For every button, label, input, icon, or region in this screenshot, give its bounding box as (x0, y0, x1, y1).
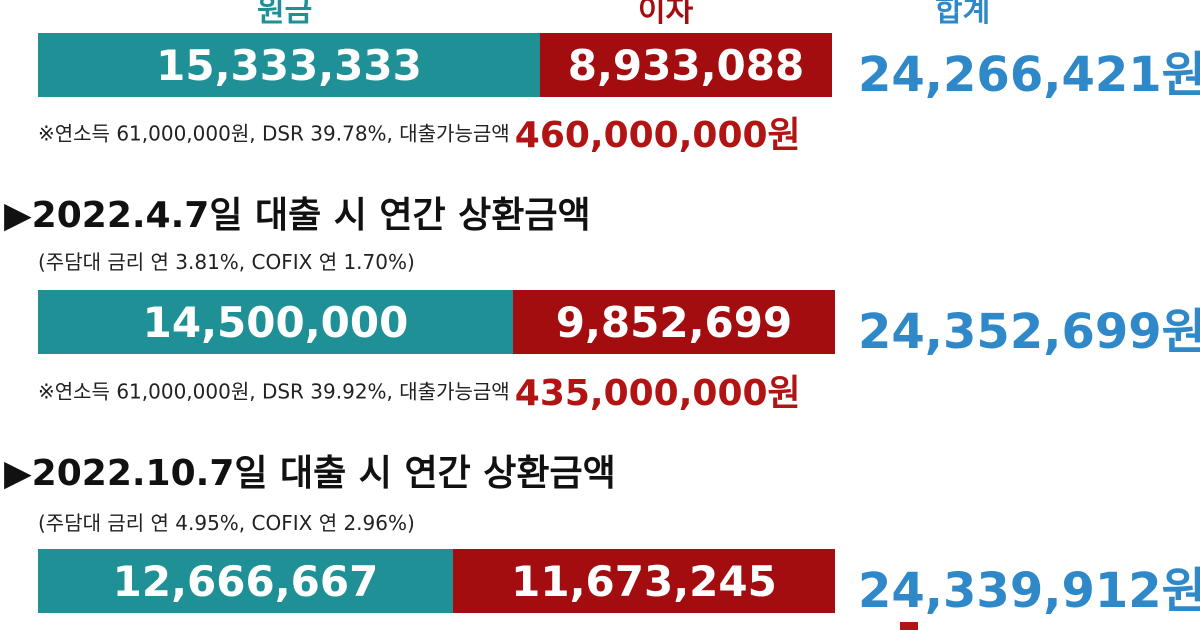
total-label-2: 24,352,699원 (858, 304, 1200, 360)
loan-note-text-2: ※연소득 61,000,000원, DSR 39.92%, 대출가능금액 (38, 379, 510, 404)
total-label-1: 24,266,421원 (858, 47, 1200, 103)
principal-bar-1: 15,333,333 (38, 33, 540, 97)
group-subtitle-2: (주담대 금리 연 3.81%, COFIX 연 1.70%) (38, 250, 415, 274)
interest-bar-2: 9,852,699 (513, 290, 835, 354)
loan-amount-1: 460,000,000원 (514, 115, 801, 156)
principal-value-label-3: 12,666,667 (112, 556, 379, 606)
stacked-bar-3: 12,666,667 11,673,245 (38, 549, 835, 613)
interest-value-label-3: 11,673,245 (511, 556, 777, 606)
group-title-2: ▶2022.4.7일 대출 시 연간 상환금액 (4, 195, 591, 236)
group-title-3: ▶2022.10.7일 대출 시 연간 상환금액 (4, 453, 616, 494)
interest-value-label-1: 8,933,088 (567, 40, 805, 90)
loan-amount-2: 435,000,000원 (514, 373, 801, 414)
group-subtitle-3: (주담대 금리 연 4.95%, COFIX 연 2.96%) (38, 511, 415, 535)
principal-bar-3: 12,666,667 (38, 549, 453, 613)
header-total: 합계 (935, 0, 991, 29)
loan-note-2: ※연소득 61,000,000원, DSR 39.92%, 대출가능금액 435… (38, 364, 801, 416)
total-label-3: 24,339,912원 (858, 563, 1200, 619)
principal-value-label-2: 14,500,000 (142, 297, 409, 347)
principal-value-label-1: 15,333,333 (156, 40, 422, 90)
interest-bar-3: 11,673,245 (453, 549, 835, 613)
header-interest: 이자 (638, 0, 694, 29)
loan-note-1: ※연소득 61,000,000원, DSR 39.78%, 대출가능금액 460… (38, 106, 801, 158)
stacked-bar-1: 15,333,333 8,933,088 (38, 33, 832, 97)
cut-off-loan-amount-3 (900, 622, 918, 630)
interest-value-label-2: 9,852,699 (555, 297, 793, 347)
stacked-bar-2: 14,500,000 9,852,699 (38, 290, 835, 354)
principal-bar-2: 14,500,000 (38, 290, 513, 354)
loan-note-text-1: ※연소득 61,000,000원, DSR 39.78%, 대출가능금액 (38, 121, 510, 146)
interest-bar-1: 8,933,088 (540, 33, 832, 97)
header-principal: 원금 (257, 0, 313, 29)
